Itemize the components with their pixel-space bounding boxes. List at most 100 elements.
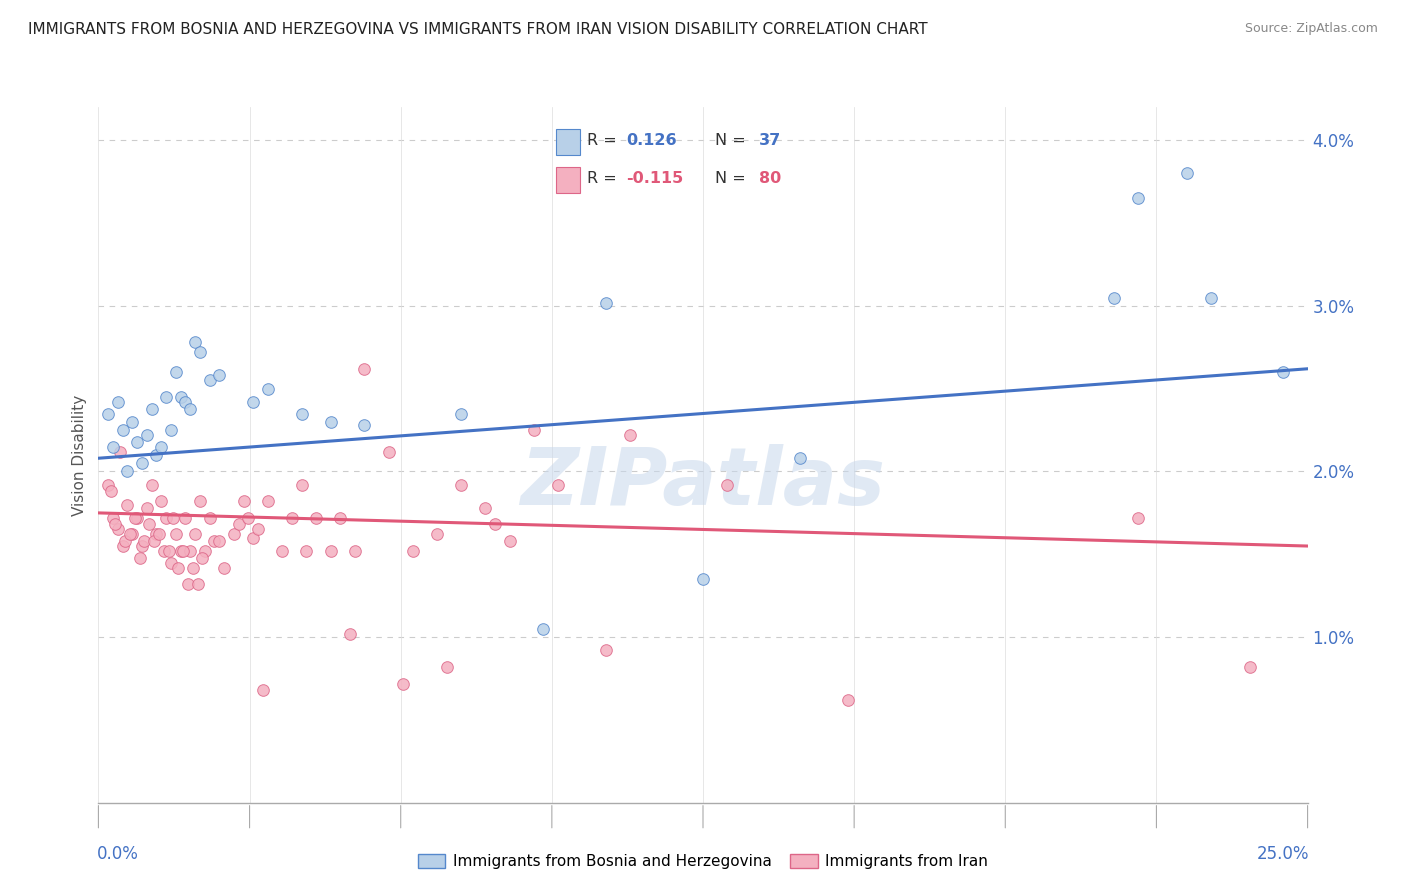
Point (1102, 291, 1125, 305)
Point (174, 395, 197, 409)
Point (329, 511, 352, 525)
Point (498, 534, 520, 549)
Point (157, 544, 180, 558)
Legend: Immigrants from Bosnia and Herzegovina, Immigrants from Iran: Immigrants from Bosnia and Herzegovina, … (412, 847, 994, 875)
Point (789, 451, 811, 466)
Point (121, 527, 143, 541)
Point (97, 407, 120, 421)
Point (1272, 365, 1295, 379)
Point (124, 511, 146, 525)
Point (131, 456, 153, 470)
Point (256, 382, 278, 396)
Point (343, 544, 366, 558)
Point (392, 676, 415, 690)
Point (134, 534, 156, 549)
Point (145, 448, 167, 462)
Point (1175, 166, 1198, 180)
Point (595, 643, 617, 657)
Point (162, 511, 184, 525)
Point (188, 345, 211, 359)
Point (716, 477, 738, 491)
Point (619, 428, 641, 442)
Point (450, 477, 472, 491)
Point (319, 544, 342, 558)
Point (184, 335, 207, 350)
Point (150, 494, 173, 508)
Point (107, 395, 129, 409)
Point (281, 511, 304, 525)
Point (114, 534, 136, 549)
Point (117, 498, 139, 512)
Point (531, 622, 554, 636)
Point (474, 500, 496, 515)
Text: 0.0%: 0.0% (97, 845, 139, 863)
Point (108, 444, 131, 458)
Point (232, 494, 254, 508)
Point (152, 544, 174, 558)
Point (97, 477, 120, 491)
Point (692, 572, 714, 586)
Text: ZIPatlas: ZIPatlas (520, 443, 886, 522)
Point (290, 407, 312, 421)
Point (165, 365, 187, 379)
Point (155, 390, 177, 404)
Point (100, 484, 122, 499)
Point (305, 511, 328, 525)
Point (271, 544, 294, 558)
Point (426, 527, 449, 541)
Point (187, 577, 209, 591)
Point (208, 534, 231, 549)
Point (353, 418, 375, 433)
Point (339, 627, 361, 641)
Point (179, 401, 201, 416)
Text: Source: ZipAtlas.com: Source: ZipAtlas.com (1244, 22, 1378, 36)
Point (138, 517, 160, 532)
Point (595, 295, 617, 310)
Point (127, 511, 149, 525)
Point (141, 477, 163, 491)
Point (436, 660, 458, 674)
Point (295, 544, 318, 558)
Point (167, 560, 190, 574)
Point (484, 517, 506, 532)
Point (131, 539, 153, 553)
Point (194, 544, 217, 558)
Point (377, 444, 399, 458)
Point (101, 440, 124, 454)
Point (256, 494, 278, 508)
Text: 25.0%: 25.0% (1257, 845, 1309, 863)
Point (169, 544, 191, 558)
Point (177, 577, 200, 591)
Point (155, 511, 177, 525)
Point (1128, 511, 1150, 525)
Point (212, 560, 235, 574)
Point (117, 465, 139, 479)
Point (837, 693, 859, 707)
Point (184, 527, 207, 541)
Point (104, 517, 127, 532)
Point (165, 527, 187, 541)
Point (143, 534, 166, 549)
Point (181, 560, 204, 574)
Point (402, 544, 425, 558)
Text: IMMIGRANTS FROM BOSNIA AND HERZEGOVINA VS IMMIGRANTS FROM IRAN VISION DISABILITY: IMMIGRANTS FROM BOSNIA AND HERZEGOVINA V… (28, 22, 928, 37)
Point (242, 395, 264, 409)
Point (319, 415, 342, 429)
Point (160, 556, 183, 570)
Point (169, 390, 191, 404)
Point (252, 683, 274, 698)
Point (160, 423, 183, 437)
Point (121, 415, 143, 429)
Point (174, 511, 197, 525)
Point (547, 477, 569, 491)
Point (353, 361, 375, 376)
Point (523, 423, 546, 437)
Point (141, 401, 163, 416)
Point (450, 407, 472, 421)
Point (222, 527, 245, 541)
Point (118, 527, 141, 541)
Point (228, 517, 250, 532)
Point (1239, 660, 1261, 674)
Point (1199, 291, 1222, 305)
Point (127, 434, 149, 449)
